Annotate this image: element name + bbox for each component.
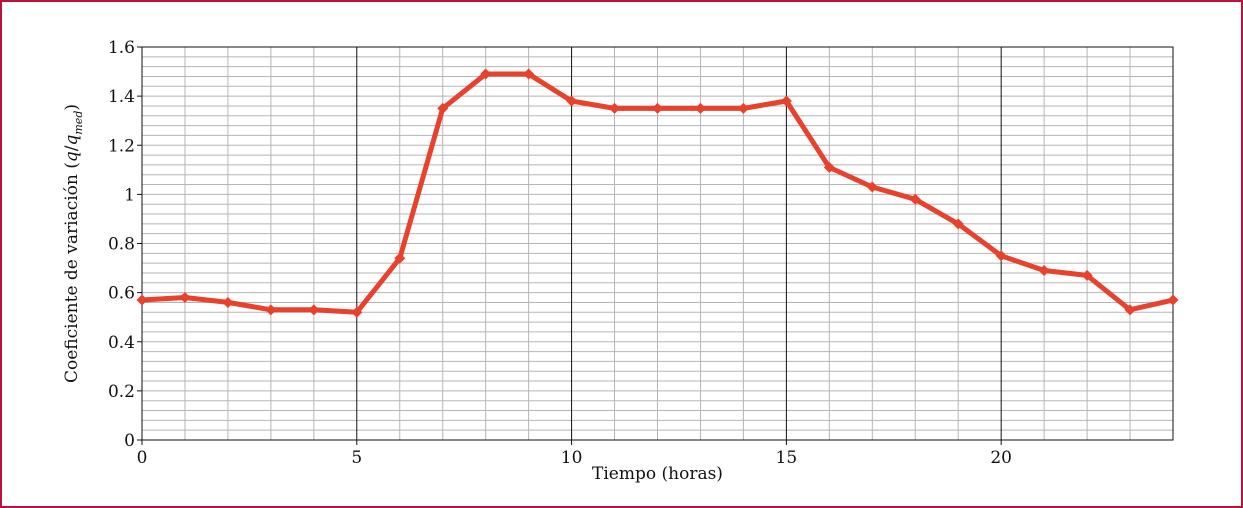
- data-point: [179, 292, 191, 304]
- y-axis-title: Coeficiente de variación (q/qmed): [62, 104, 85, 383]
- data-point: [1124, 304, 1136, 316]
- x-tick-label: 20: [990, 448, 1012, 468]
- data-point: [1081, 269, 1093, 281]
- x-tick-label: 10: [561, 448, 583, 468]
- data-point: [694, 102, 706, 114]
- y-tick-label: 0.4: [108, 333, 135, 353]
- y-tick-label: 0.6: [108, 284, 135, 304]
- data-point: [265, 304, 277, 316]
- data-point: [437, 102, 449, 114]
- data-point: [609, 102, 621, 114]
- x-tick-label: 15: [776, 448, 798, 468]
- data-point: [737, 102, 749, 114]
- data-point: [136, 294, 148, 306]
- series-markers: [136, 68, 1179, 318]
- x-axis-title: Tiempo (horas): [592, 464, 723, 484]
- y-axis-title-suffix: ): [62, 104, 82, 111]
- y-tick-label: 0: [124, 431, 135, 451]
- y-tick-label: 1.2: [108, 136, 135, 156]
- y-tick-label: 1.4: [108, 87, 135, 107]
- y-axis-title-q: q: [62, 151, 82, 162]
- data-point: [1167, 294, 1179, 306]
- data-point: [952, 218, 964, 230]
- data-point: [1038, 265, 1050, 277]
- x-tick-label: 0: [137, 448, 148, 468]
- data-point: [566, 95, 578, 107]
- y-tick-label: 0.8: [108, 235, 135, 255]
- y-axis-title-subscript: med: [72, 111, 85, 135]
- data-point: [652, 102, 663, 114]
- data-point: [308, 304, 320, 316]
- data-point: [523, 68, 535, 80]
- y-axis-title-slash: /: [62, 145, 82, 151]
- y-tick-label: 1: [124, 185, 135, 205]
- data-point: [909, 193, 921, 205]
- data-point: [866, 181, 878, 193]
- major-gridlines: [356, 47, 1002, 440]
- data-point: [780, 95, 792, 107]
- y-tick-label: 0.2: [108, 382, 135, 402]
- data-point: [351, 306, 363, 318]
- x-tick-label: 5: [351, 448, 362, 468]
- x-axis-tick-labels: 0 5 10 15 20: [137, 440, 1012, 468]
- y-tick-label: 1.6: [108, 38, 135, 58]
- data-point: [995, 250, 1007, 262]
- data-point: [823, 161, 835, 173]
- y-axis-tick-labels: 0 0.2 0.4 0.6 0.8 1 1.2 1.4 1.6: [108, 38, 142, 451]
- data-point: [394, 252, 406, 264]
- data-point: [480, 68, 492, 80]
- y-axis-title-prefix: Coeficiente de variación (: [62, 162, 82, 383]
- y-axis-title-qmed: q: [62, 135, 82, 146]
- data-point: [222, 296, 234, 308]
